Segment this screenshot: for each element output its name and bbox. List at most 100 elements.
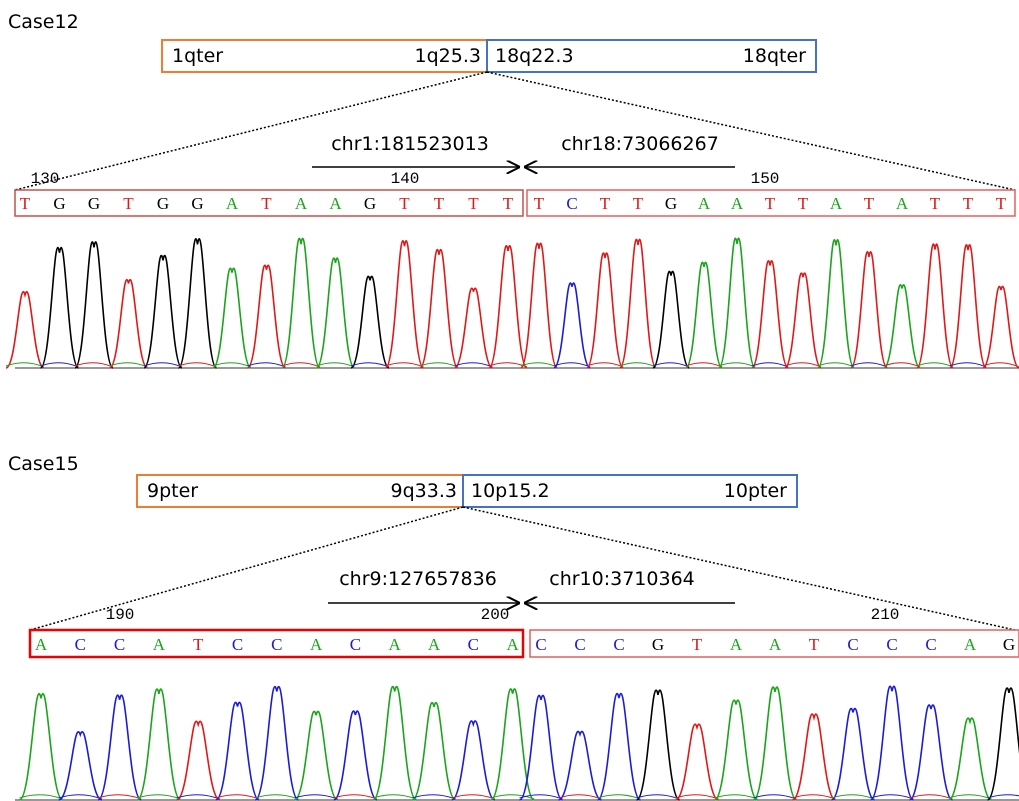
- base: T: [864, 194, 875, 213]
- position-label: 130: [31, 170, 60, 188]
- peak: [554, 283, 590, 368]
- band-label: 9q33.3: [391, 480, 457, 502]
- peak: [282, 238, 320, 368]
- noise: [910, 795, 953, 799]
- base: A: [830, 194, 843, 213]
- noise: [41, 363, 79, 367]
- base: A: [769, 635, 782, 654]
- breakpoint-coordinate: chr9:127657836: [339, 568, 497, 590]
- noise: [216, 795, 259, 799]
- base: C: [535, 635, 546, 654]
- noise: [950, 363, 986, 367]
- peak: [754, 687, 797, 800]
- noise: [6, 363, 44, 367]
- noise: [676, 795, 719, 799]
- base: T: [963, 194, 974, 213]
- noise: [793, 795, 836, 799]
- base: G: [53, 194, 65, 213]
- peak: [59, 732, 102, 800]
- noise: [137, 795, 180, 799]
- noise: [110, 363, 148, 367]
- base: T: [534, 194, 545, 213]
- base: T: [692, 635, 703, 654]
- base: A: [35, 635, 48, 654]
- peak: [177, 721, 220, 800]
- peak: [489, 246, 527, 368]
- band-label: 9pter: [147, 480, 198, 502]
- base: A: [226, 194, 239, 213]
- noise: [754, 795, 797, 799]
- noise: [554, 363, 590, 367]
- peak: [818, 240, 854, 368]
- noise: [19, 795, 62, 799]
- noise: [686, 363, 722, 367]
- noise: [179, 363, 217, 367]
- noise: [420, 363, 458, 367]
- noise: [818, 363, 854, 367]
- position-label: 210: [871, 606, 900, 624]
- noise: [598, 795, 641, 799]
- peak: [491, 689, 534, 800]
- noise: [334, 795, 377, 799]
- case-label: Case15: [8, 453, 79, 475]
- base: C: [886, 635, 897, 654]
- base: G: [191, 194, 203, 213]
- peak: [420, 250, 458, 368]
- noise: [177, 795, 220, 799]
- breakpoint-coordinate: chr1:181523013: [331, 133, 489, 155]
- base: C: [114, 635, 125, 654]
- base: A: [310, 635, 323, 654]
- peak: [949, 718, 992, 800]
- base: T: [468, 194, 479, 213]
- peak: [452, 721, 495, 800]
- noise: [637, 795, 680, 799]
- base: C: [271, 635, 282, 654]
- noise: [255, 795, 298, 799]
- base: C: [613, 635, 624, 654]
- peak: [373, 687, 416, 800]
- peak: [983, 286, 1019, 368]
- noise: [752, 363, 788, 367]
- base: G: [652, 635, 664, 654]
- band-label: 18qter: [743, 45, 806, 67]
- peak: [871, 686, 914, 800]
- zoom-line: [463, 507, 1015, 630]
- base: A: [389, 635, 402, 654]
- band-label: 18q22.3: [495, 45, 574, 67]
- base: G: [665, 194, 677, 213]
- noise: [248, 363, 286, 367]
- noise: [452, 795, 495, 799]
- peak: [752, 261, 788, 368]
- noise: [715, 795, 758, 799]
- peak: [179, 239, 217, 368]
- peak: [317, 258, 355, 368]
- band-label: 10p15.2: [471, 480, 550, 502]
- base: A: [295, 194, 308, 213]
- noise: [884, 363, 920, 367]
- peak: [19, 694, 62, 800]
- noise: [559, 795, 602, 799]
- noise: [98, 795, 141, 799]
- peak: [6, 292, 44, 368]
- peak: [41, 248, 79, 368]
- peak: [137, 689, 180, 800]
- base: A: [506, 635, 519, 654]
- base: T: [798, 194, 809, 213]
- band-label: 10pter: [724, 480, 787, 502]
- base: T: [193, 635, 204, 654]
- noise: [351, 363, 389, 367]
- noise: [988, 795, 1019, 799]
- noise: [75, 363, 113, 367]
- peak: [587, 253, 623, 368]
- base: G: [157, 194, 169, 213]
- noise: [294, 795, 337, 799]
- peak: [715, 700, 758, 800]
- peak: [785, 273, 821, 368]
- base: T: [996, 194, 1007, 213]
- figure: Case121qter1q25.318q22.318qterchr1:18152…: [0, 0, 1019, 801]
- noise: [282, 363, 320, 367]
- noise: [851, 363, 887, 367]
- base: C: [566, 194, 577, 213]
- peak: [559, 731, 602, 800]
- peak: [110, 280, 148, 368]
